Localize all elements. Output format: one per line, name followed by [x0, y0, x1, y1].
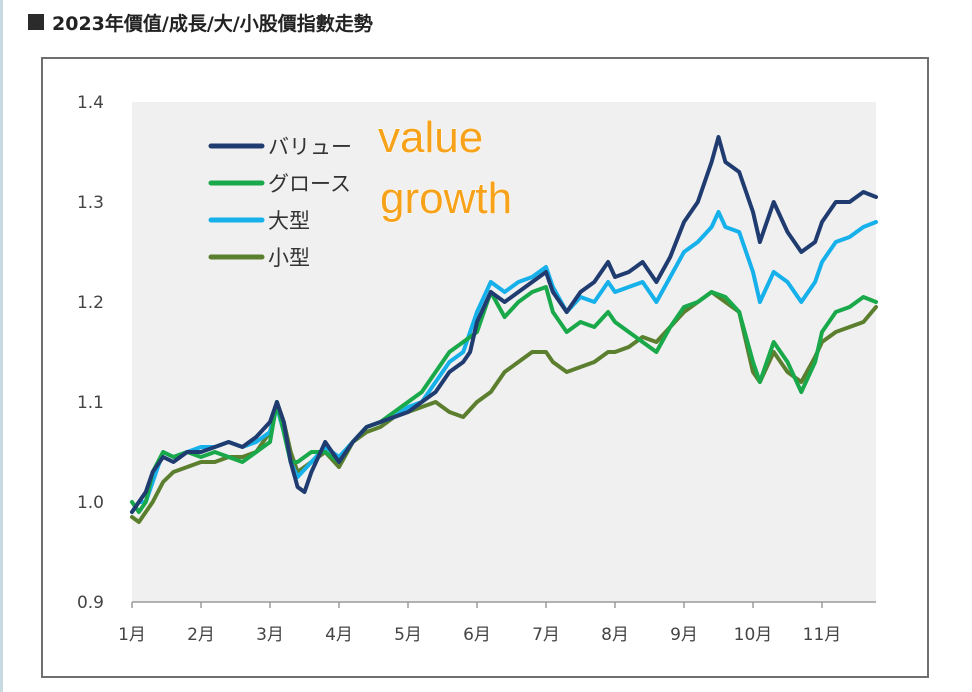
x-tick-label: 10月: [734, 625, 773, 645]
chart-heading-text: 2023年價值/成長/大/小股價指數走勢: [52, 12, 373, 35]
x-tick-label: 8月: [601, 625, 629, 645]
legend-label: グロース: [268, 172, 351, 196]
annotations: value growth: [378, 113, 513, 224]
y-tick-label: 1.2: [77, 293, 104, 313]
legend-label: 小型: [268, 246, 310, 270]
x-tick-label: 2月: [187, 625, 215, 645]
page-left-rule: [0, 0, 3, 692]
annotation-value-label: value: [378, 113, 483, 162]
x-tick-label: 9月: [670, 625, 698, 645]
series-layer: [130, 135, 878, 524]
x-tick-label: 4月: [325, 625, 353, 645]
x-tick-label: 1月: [118, 625, 146, 645]
legend-label: 大型: [268, 209, 310, 233]
x-axis: 1月 2月 3月 4月 5月 6月 7月 8月 9月 10月 11月: [118, 601, 876, 645]
x-tick-label: 11月: [803, 625, 842, 645]
y-tick-label: 1.4: [77, 93, 104, 113]
y-tick-label: 0.9: [77, 593, 104, 613]
series-line-1: [130, 135, 878, 514]
square-bullet-icon: [28, 14, 44, 30]
y-tick-label: 1.3: [77, 193, 104, 213]
annotation-growth-label: growth: [380, 174, 512, 223]
y-tick-label: 1.1: [77, 393, 104, 413]
x-tick-label: 6月: [463, 625, 491, 645]
y-tick-label: 1.0: [77, 493, 104, 513]
x-tick-label: 3月: [256, 625, 284, 645]
series-line-4: [130, 290, 878, 524]
x-tick-label: 7月: [532, 625, 560, 645]
x-tick-label: 5月: [394, 625, 422, 645]
legend-label: バリュー: [268, 135, 352, 159]
chart-heading: 2023年價值/成長/大/小股價指數走勢: [28, 8, 373, 36]
y-axis: 0.9 1.0 1.1 1.2 1.3 1.4: [77, 93, 104, 613]
